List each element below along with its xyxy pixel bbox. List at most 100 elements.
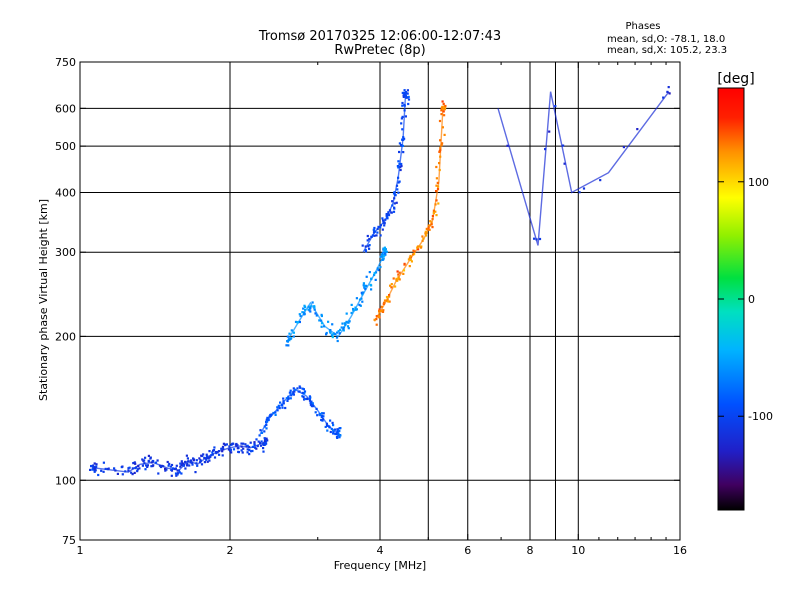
data-point [263, 437, 266, 440]
data-point [320, 418, 323, 422]
data-point [89, 468, 92, 471]
data-point [102, 470, 105, 473]
data-point [430, 221, 433, 224]
data-point [287, 344, 290, 347]
data-point [391, 200, 394, 203]
data-point [392, 210, 396, 213]
data-point [143, 462, 146, 465]
data-point [379, 255, 382, 258]
data-point [321, 418, 325, 421]
data-point [343, 322, 346, 325]
data-point [374, 278, 377, 281]
data-point [364, 245, 367, 248]
data-point [145, 464, 148, 467]
data-point [281, 404, 284, 407]
data-point [393, 191, 396, 194]
data-point [322, 412, 325, 415]
data-point [431, 217, 434, 221]
data-point [136, 470, 139, 473]
data-point [383, 221, 386, 224]
data-point [192, 457, 195, 460]
data-point [390, 283, 393, 286]
data-point [248, 448, 251, 451]
data-point [199, 461, 202, 464]
data-point [395, 278, 398, 282]
data-point [91, 468, 94, 471]
data-point [269, 413, 272, 417]
data-point [166, 460, 169, 464]
data-point [396, 165, 399, 168]
data-point [253, 444, 256, 447]
data-point [364, 287, 367, 291]
data-point [298, 313, 301, 316]
data-point [320, 415, 323, 419]
data-point [383, 252, 387, 255]
colorbar-label: [deg] [717, 71, 754, 87]
data-point [419, 246, 423, 249]
data-point [416, 246, 419, 249]
data-point [92, 464, 95, 467]
data-point [138, 467, 141, 470]
data-point [443, 133, 446, 136]
data-point [292, 387, 295, 390]
data-point [120, 466, 123, 469]
data-point [137, 464, 140, 467]
data-point [395, 201, 398, 204]
data-point [379, 234, 382, 237]
data-point [345, 312, 348, 315]
data-point [402, 136, 405, 139]
data-point [221, 454, 224, 457]
data-point [302, 396, 305, 399]
data-point [309, 305, 312, 308]
data-point [186, 462, 189, 465]
data-point [303, 311, 306, 314]
data-point [354, 308, 357, 311]
data-point [286, 335, 289, 338]
data-point [385, 299, 388, 302]
data-point [195, 459, 198, 462]
data-point [439, 146, 442, 149]
data-point [292, 335, 295, 338]
series-trace [362, 94, 407, 253]
data-point [147, 454, 150, 457]
data-point [375, 323, 378, 326]
data-point [441, 126, 444, 129]
data-point [425, 231, 428, 234]
data-point [176, 469, 179, 472]
data-point [667, 86, 670, 89]
data-point [307, 308, 310, 311]
data-point [134, 462, 137, 465]
data-point [350, 303, 353, 306]
data-point [285, 397, 288, 400]
data-point [240, 442, 243, 445]
data-point [432, 209, 435, 212]
data-point [211, 453, 214, 456]
data-point [370, 288, 373, 291]
data-point [301, 395, 304, 398]
data-point [94, 469, 97, 472]
data-point [440, 113, 443, 116]
data-point [375, 315, 378, 318]
data-point [439, 155, 442, 158]
data-point [397, 166, 400, 169]
data-point [413, 250, 416, 253]
data-point [380, 253, 383, 256]
data-point [93, 462, 96, 465]
data-point [176, 472, 180, 475]
data-point [442, 102, 445, 105]
data-point [441, 142, 444, 145]
data-point [538, 237, 542, 241]
data-point [352, 307, 355, 311]
data-point [435, 214, 438, 217]
data-point [385, 250, 388, 253]
data-point [622, 146, 625, 149]
data-point [185, 454, 188, 457]
data-point [304, 308, 307, 311]
data-point [303, 304, 306, 307]
data-point [364, 250, 368, 253]
data-point [337, 330, 340, 333]
data-point [428, 228, 431, 231]
data-point [390, 211, 393, 214]
data-point [544, 148, 547, 151]
